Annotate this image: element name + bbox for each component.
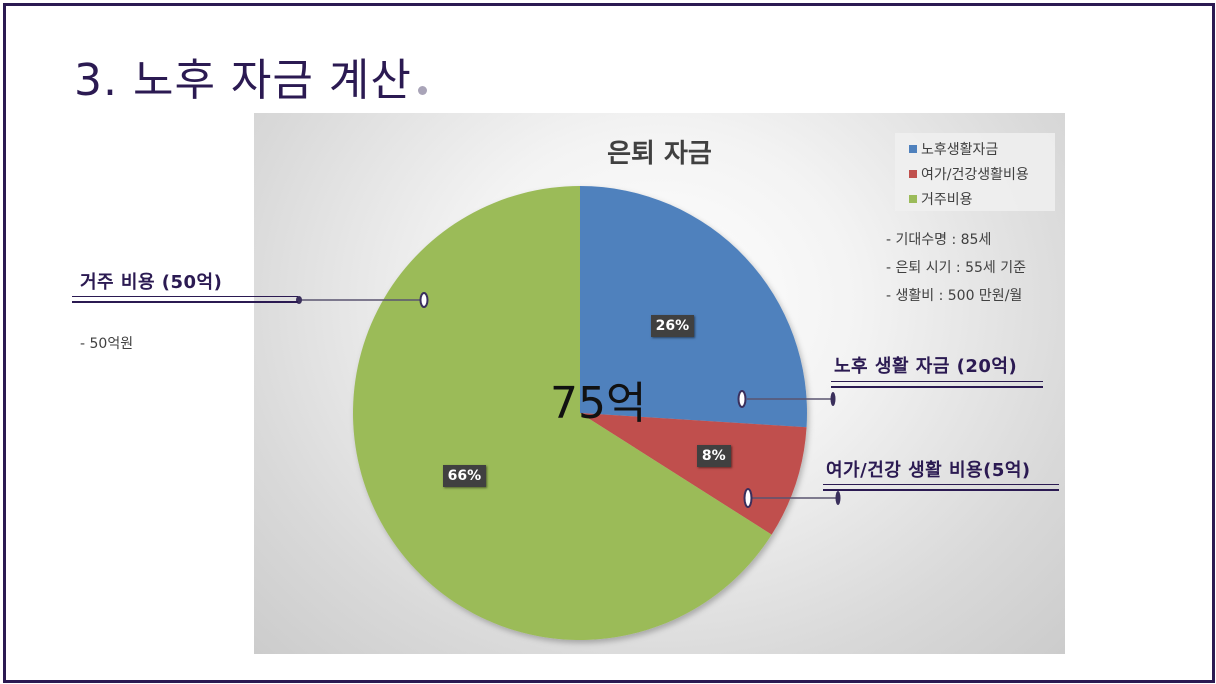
pie-center-total: 75억: [550, 378, 647, 429]
callout-rule-leisure: [823, 484, 1059, 491]
pie-slice-housing: [352, 186, 772, 640]
slide-title: 3. 노후 자금 계산: [74, 44, 427, 108]
pie-chart: [352, 186, 807, 640]
legend-label: 여가/건강생활비용: [921, 167, 1029, 183]
legend-label: 노후생활자금: [921, 142, 999, 158]
callout-living: 노후 생활 자금 (20억): [834, 356, 1018, 377]
legend-label: 거주비용: [921, 192, 973, 208]
slide-title-text: 3. 노후 자금 계산: [74, 55, 412, 106]
legend-item-living: 노후생활자금: [909, 139, 998, 159]
callout-leisure: 여가/건강 생활 비용(5억): [826, 460, 1031, 481]
callout-housing: 거주 비용 (50억): [80, 272, 223, 293]
legend-swatch-blue: [909, 145, 917, 153]
chart-title: 은퇴 자금: [607, 139, 712, 169]
note-life-expectancy: - 기대수명 : 85세: [886, 232, 992, 248]
legend-item-housing: 거주비용: [909, 189, 973, 209]
legend-swatch-green: [909, 195, 917, 203]
legend-item-leisure: 여가/건강생활비용: [909, 164, 1029, 184]
side-note-housing: - 50억원: [80, 336, 134, 352]
callout-rule-living: [831, 381, 1043, 388]
callout-rule-housing: [72, 296, 298, 303]
title-bullet-dot: [417, 86, 427, 95]
note-living-cost: - 생활비 : 500 만원/월: [886, 288, 1023, 304]
note-retirement-age: - 은퇴 시기 : 55세 기준: [886, 260, 1026, 276]
data-label-living: 26%: [650, 314, 695, 337]
data-label-leisure: 8%: [696, 445, 731, 468]
chart-area: 은퇴 자금 노후생활자금 여가/건강생활비용 거주비용 - 기대수명 : 85세…: [254, 113, 1065, 654]
slide-frame: [3, 3, 1215, 683]
pie-slice-living: [580, 186, 807, 428]
chart-legend: 노후생활자금 여가/건강생활비용 거주비용: [895, 133, 1055, 211]
legend-swatch-red: [909, 170, 917, 178]
data-label-housing: 66%: [442, 465, 487, 488]
